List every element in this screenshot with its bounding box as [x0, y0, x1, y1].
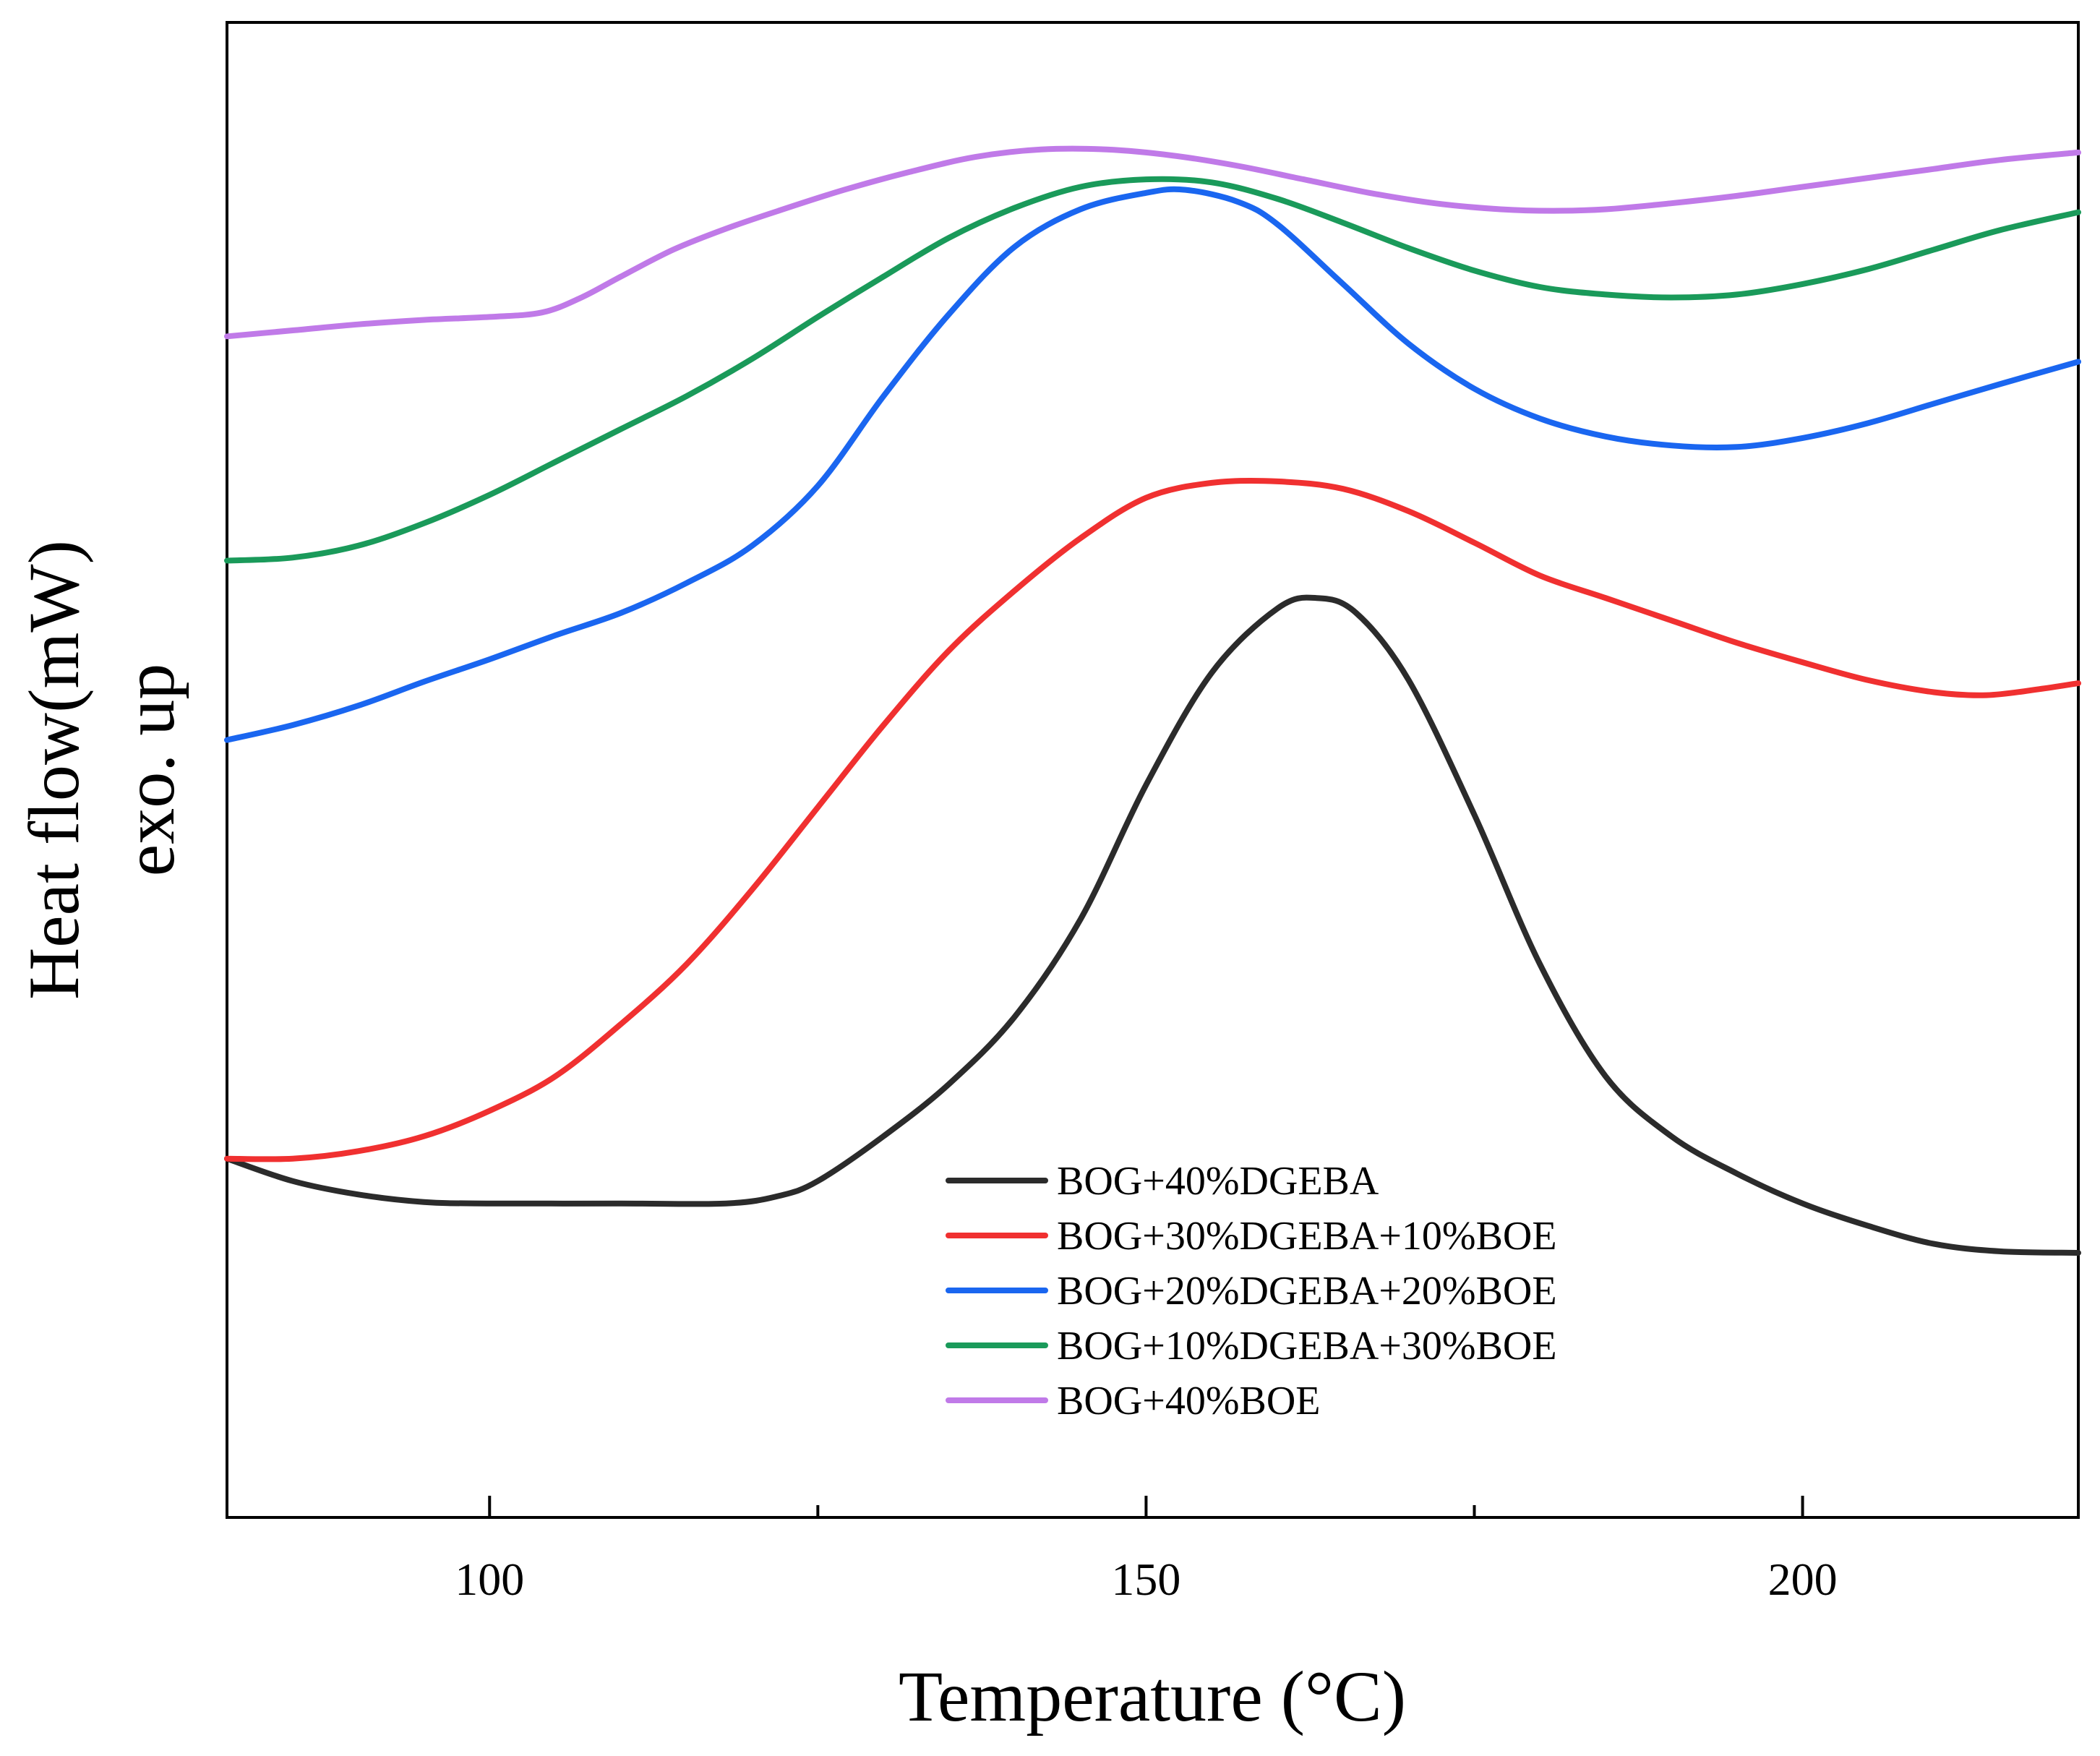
legend-label: BOG+40%BOE [1057, 1379, 1320, 1423]
legend-label: BOG+40%DGEBA [1057, 1159, 1379, 1204]
series-line-1 [224, 594, 2081, 1256]
legend-label: BOG+20%DGEBA+20%BOE [1057, 1269, 1557, 1314]
series-line-2 [224, 477, 2081, 1162]
y-axis-title-line-1: Heat flow(mW) [14, 540, 94, 1000]
x-axis-title: Temperature (°C) [899, 1656, 1406, 1736]
x-axis-ticks [488, 1496, 1804, 1517]
x-tick-label: 150 [1111, 1554, 1180, 1605]
series-line-4 [224, 176, 2081, 564]
x-tick-label: 100 [455, 1554, 524, 1605]
x-axis-tick-labels: 100 150 200 [455, 1554, 1837, 1605]
y-axis-title-line-2: exo. up [109, 664, 189, 876]
legend-label: BOG+30%DGEBA+10%BOE [1057, 1214, 1557, 1259]
legend: BOG+40%DGEBA BOG+30%DGEBA+10%BOE BOG+20%DG… [946, 1159, 1557, 1423]
legend-label: BOG+10%DGEBA+30%BOE [1057, 1324, 1557, 1369]
series-layer [224, 145, 2081, 1256]
plot-frame [226, 21, 2080, 1519]
series-line-3 [224, 186, 2081, 743]
x-tick-label: 200 [1768, 1554, 1838, 1605]
y-axis-title: Heat flow(mW) exo. up [14, 540, 189, 1000]
series-line-5 [224, 145, 2081, 340]
